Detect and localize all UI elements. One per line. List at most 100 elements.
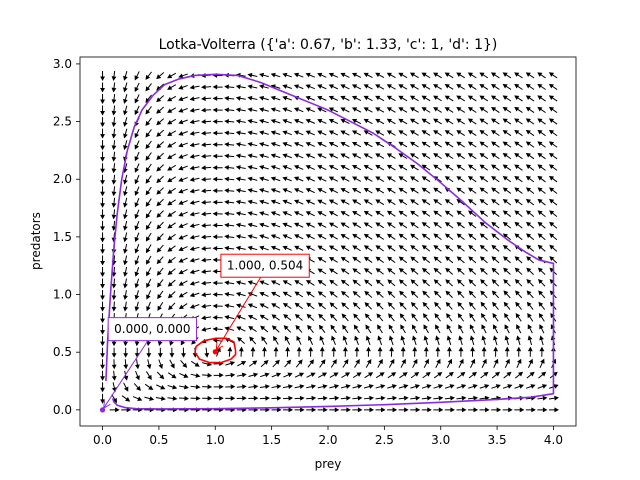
field-arrow [212, 165, 223, 171]
field-arrow [145, 232, 152, 242]
field-arrow [467, 187, 477, 194]
field-arrow [421, 176, 431, 183]
field-arrow [282, 291, 292, 298]
field-arrow [456, 267, 465, 275]
field-arrow [271, 291, 281, 298]
field-arrow [502, 233, 512, 241]
field-arrow [123, 382, 129, 392]
field-arrow [537, 407, 548, 413]
field-arrow [317, 188, 327, 194]
field-arrow [145, 83, 152, 92]
field-arrow [329, 279, 338, 287]
field-arrow [525, 187, 535, 194]
field-arrow [259, 245, 269, 251]
field-arrow [502, 198, 512, 206]
field-arrow [224, 119, 235, 124]
field-arrow [145, 152, 152, 161]
field-arrow [491, 407, 502, 413]
field-arrow [548, 395, 559, 401]
field-arrow [456, 95, 466, 102]
field-arrow [100, 243, 105, 254]
x-tick-label: 2.0 [318, 433, 337, 447]
field-arrow [456, 222, 465, 229]
field-arrow [247, 107, 258, 113]
field-arrow [247, 234, 258, 239]
annotation-layer: 0.000, 0.000 1.000, 0.504 [103, 253, 310, 410]
field-arrow [537, 384, 548, 389]
field-arrow [224, 95, 235, 101]
field-arrow [526, 221, 535, 229]
field-arrow [526, 267, 534, 275]
field-arrow [329, 372, 339, 378]
field-arrow [409, 95, 419, 102]
field-arrow [537, 72, 546, 79]
field-arrow [250, 346, 256, 357]
field-arrow [156, 95, 165, 103]
field-arrow [423, 324, 429, 334]
field-arrow [201, 165, 212, 171]
field-arrow [100, 359, 105, 370]
field-arrow [537, 129, 546, 137]
field-arrow [340, 118, 350, 125]
field-arrow [342, 335, 348, 346]
field-arrow [235, 211, 246, 217]
field-arrow [100, 313, 105, 324]
field-arrow [317, 268, 327, 275]
field-arrow [421, 153, 431, 160]
field-arrow [514, 129, 523, 137]
field-arrow [491, 106, 500, 113]
field-arrow [272, 359, 280, 368]
field-arrow [212, 315, 223, 320]
field-arrow [146, 347, 152, 358]
field-arrow [421, 141, 431, 148]
field-arrow [212, 234, 223, 240]
field-arrow [398, 153, 408, 159]
field-arrow [470, 346, 475, 357]
field-arrow [329, 268, 338, 275]
field-arrow [444, 395, 455, 401]
field-arrow [364, 302, 373, 310]
field-arrow [433, 267, 442, 275]
field-arrow [270, 199, 281, 205]
field-arrow [387, 302, 396, 310]
field-arrow [189, 177, 200, 182]
field-arrow [410, 210, 419, 217]
field-arrow [525, 118, 535, 125]
field-arrow [375, 199, 385, 206]
field-arrow [537, 95, 546, 102]
field-arrow [189, 200, 200, 205]
field-arrow [247, 188, 258, 193]
field-arrow [157, 301, 164, 311]
field-arrow [317, 107, 327, 113]
field-arrow [467, 176, 477, 183]
field-arrow [421, 95, 431, 102]
field-arrow [410, 372, 420, 379]
field-arrow [190, 360, 200, 367]
field-arrow [491, 267, 500, 275]
field-arrow [167, 384, 178, 390]
field-arrow [375, 153, 385, 159]
field-arrow [445, 301, 453, 310]
field-arrow [377, 346, 383, 357]
field-arrow [467, 95, 477, 102]
y-axis-label: predators [29, 212, 43, 270]
field-arrow [273, 335, 279, 345]
y-tick-label: 2.5 [53, 115, 72, 129]
field-arrow [225, 372, 236, 378]
series-layer [105, 73, 555, 410]
field-arrow [549, 233, 558, 241]
field-arrow [363, 118, 373, 125]
field-arrow [503, 256, 511, 264]
field-arrow [353, 324, 360, 334]
field-arrow [444, 107, 454, 113]
field-arrow [178, 280, 188, 286]
field-arrow [516, 335, 521, 346]
field-arrow [270, 211, 281, 216]
field-arrow [270, 280, 281, 286]
field-arrow [365, 358, 372, 368]
plot-frame [79, 56, 577, 427]
field-arrow [329, 313, 338, 322]
field-arrow [100, 82, 105, 93]
field-arrow [259, 372, 270, 378]
field-arrow [270, 107, 281, 113]
